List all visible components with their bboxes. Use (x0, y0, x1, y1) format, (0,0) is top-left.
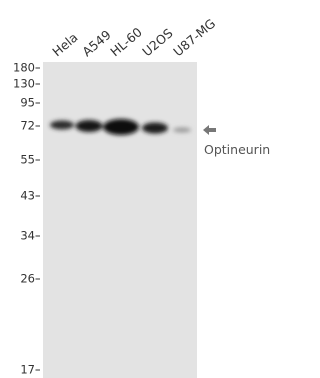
marker-label: 55 (20, 153, 35, 167)
marker-label: 130 (13, 77, 35, 91)
marker-label: 95 (20, 96, 35, 110)
marker-label: 26 (20, 272, 35, 286)
band (103, 119, 139, 135)
band (76, 120, 103, 132)
band (50, 121, 74, 130)
band (142, 123, 168, 134)
lane-labels: Hela A549 HL-60 U2OS U87-MG (49, 16, 218, 60)
lane-label: HL-60 (107, 24, 145, 59)
band (173, 128, 191, 133)
band-arrow (203, 125, 216, 135)
lane-label: A549 (79, 27, 114, 59)
western-blot-figure: Hela A549 HL-60 U2OS U87-MG 180 130 95 72 55… (0, 0, 275, 378)
lane-label: Hela (49, 30, 80, 60)
lane-label: U2OS (139, 25, 175, 59)
lane-label: U87-MG (170, 16, 218, 60)
marker-label: 180 (13, 61, 35, 75)
marker-label: 72 (20, 119, 35, 133)
marker-label: 34 (20, 229, 35, 243)
band-label: Optineurin (204, 142, 270, 157)
membrane (43, 62, 197, 378)
marker-label: 17 (20, 363, 35, 377)
marker-labels: 180 130 95 72 55 43 34 26 17 (13, 61, 40, 377)
marker-label: 43 (20, 189, 35, 203)
